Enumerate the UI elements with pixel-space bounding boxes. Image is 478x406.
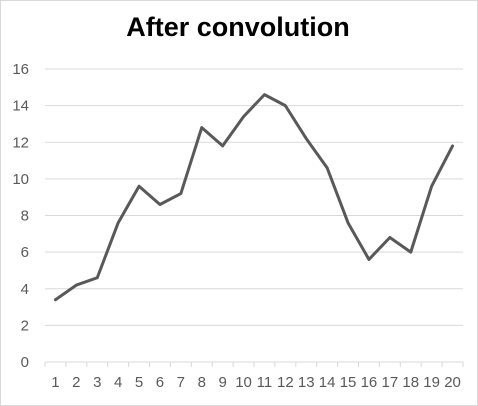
x-tick-label: 20 (444, 374, 461, 391)
series-line (55, 95, 452, 300)
y-tick-label: 16 (12, 61, 29, 78)
x-tick-label: 13 (298, 374, 315, 391)
y-tick-label: 14 (12, 98, 29, 115)
x-tick-label: 12 (277, 374, 294, 391)
y-tick-label: 6 (21, 244, 29, 261)
x-tick-label: 5 (135, 374, 143, 391)
x-tick-label: 18 (402, 374, 419, 391)
y-tick-label: 2 (21, 317, 29, 334)
x-tick-label: 16 (361, 374, 378, 391)
x-axis-ticks: 1 2 3 4 5 6 7 8 9 10 11 12 13 14 15 16 17 18 19 20 (45, 362, 463, 391)
x-tick-label: 11 (257, 374, 273, 391)
x-tick-label: 1 (51, 374, 59, 391)
x-tick-label: 3 (93, 374, 101, 391)
x-tick-label: 4 (114, 374, 122, 391)
series-group (55, 95, 452, 300)
x-tick-label: 17 (382, 374, 399, 391)
y-tick-label: 8 (21, 208, 29, 225)
y-tick-label: 4 (21, 281, 29, 298)
x-tick-label: 14 (319, 374, 336, 391)
x-tick-label: 8 (198, 374, 206, 391)
x-tick-label: 19 (423, 374, 440, 391)
x-tick-label: 2 (72, 374, 80, 391)
y-tick-label: 10 (12, 171, 29, 188)
x-tick-label: 10 (235, 374, 252, 391)
y-tick-label: 0 (21, 354, 29, 371)
y-tick-label: 12 (12, 134, 29, 151)
x-tick-label: 15 (340, 374, 357, 391)
gridlines (45, 69, 463, 362)
x-tick-label: 6 (156, 374, 164, 391)
x-tick-label: 7 (177, 374, 185, 391)
y-axis-ticks: 0 2 4 6 8 10 12 14 16 (12, 61, 29, 371)
x-tick-label: 9 (218, 374, 226, 391)
